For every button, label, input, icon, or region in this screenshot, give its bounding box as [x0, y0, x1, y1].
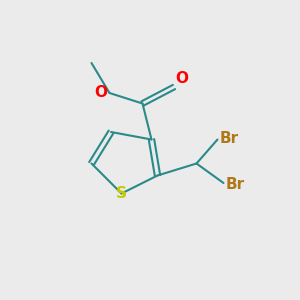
Text: O: O: [176, 70, 188, 86]
Text: S: S: [116, 186, 127, 201]
Text: Br: Br: [226, 177, 245, 192]
Text: O: O: [94, 85, 107, 100]
Text: Br: Br: [220, 130, 239, 146]
